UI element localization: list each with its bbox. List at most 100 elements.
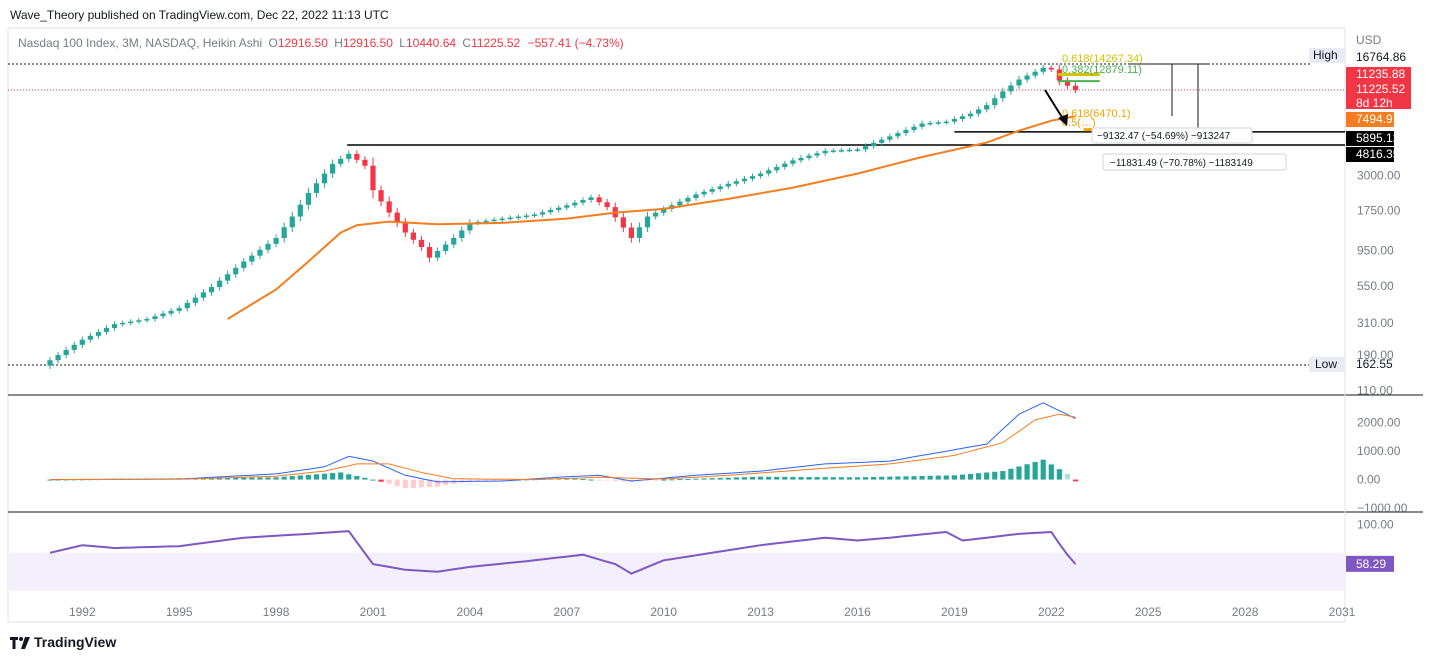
macd-histogram-bar [1072,479,1079,482]
time-tick-label: 2025 [1135,605,1162,619]
rsi-line [49,530,1077,575]
macd-histogram-bar [862,477,869,480]
macd-histogram-bar [798,476,804,480]
fib-label: 0.382(12879.11) [1062,64,1142,76]
candle-body [806,155,812,158]
price-tick-label: 550.00 [1357,279,1394,293]
moving-average-line [227,115,1076,320]
macd-histogram-bar [830,477,836,480]
price-badge [1346,96,1411,109]
candle-body [330,163,336,174]
price-tick-label: 110.00 [1357,383,1393,397]
macd-histogram-bar [346,474,352,480]
macd-histogram-bar [976,473,982,480]
macd-histogram-bar [1056,469,1062,480]
candle-body [95,331,102,336]
candle-body [297,204,303,217]
macd-histogram-bar [758,476,764,480]
candle-body [321,173,328,184]
candle-body [580,200,586,203]
candle-body [354,153,360,160]
candle-body [71,344,77,350]
macd-histogram-bar [725,477,731,480]
candle-body [249,255,255,262]
change-value: −557.41 (−4.73%) [527,36,624,50]
candle-body [1064,80,1071,86]
macd-histogram-bar [685,478,691,480]
macd-histogram-bar [871,476,877,480]
candle-body [241,261,247,268]
candle-body [814,153,820,156]
candle-body [685,198,691,202]
candle-body [951,118,957,122]
candle-body [976,109,982,114]
macd-histogram-bar [418,479,425,488]
macd-histogram-bar [1048,464,1054,480]
candle-body [208,287,215,293]
macd-histogram-bar [717,477,723,480]
macd-histogram-bar [386,479,392,484]
macd-histogram-bar [959,474,966,480]
tradingview-mark-icon [10,636,30,649]
macd-histogram-bar [257,477,263,480]
price-badge-label: 11225.52 [1356,82,1405,96]
macd-histogram-bar [1008,468,1014,480]
close-value: 11225.52 [471,36,521,50]
low-marker-box [1309,357,1345,372]
macd-histogram-bar [249,477,255,480]
macd-histogram-bar [733,477,739,480]
price-tick-label: 190.00 [1357,348,1394,362]
macd-histogram-bar [491,479,497,481]
price-badge [1346,131,1394,146]
candle-body [136,320,142,322]
candle-body [620,217,626,228]
fib-label: 0.5(…) [1062,117,1096,129]
macd-histogram-bar [370,479,376,481]
macd-histogram-bar [846,477,853,480]
macd-histogram-bar [483,479,489,481]
macd-histogram-bar [806,477,812,480]
macd-histogram-bar [580,479,586,481]
macd-histogram-bar [693,478,699,480]
candle-body [927,122,933,125]
candle-body [604,202,610,208]
candle-body [483,220,489,223]
macd-histogram-bar [661,479,667,481]
candle-body [435,251,441,258]
price-badge-label: 8d 12h [1356,96,1393,110]
price-tick-label: 950.00 [1357,243,1394,257]
signal-line [50,413,1076,481]
candle-body [798,157,804,161]
candle-body [564,205,570,208]
candle-body [120,322,126,325]
rsi-tick-label: 100.00 [1357,517,1394,531]
macd-histogram-bar [709,478,715,480]
price-badge-label: 7494.97 [1356,112,1400,126]
tradingview-logo[interactable]: TradingView [10,634,116,650]
candle-body [338,158,344,164]
candle-body [717,186,723,190]
macd-histogram-bar [903,476,909,480]
macd-tick-label: 1000.00 [1357,444,1401,458]
candle-body [846,149,853,152]
price-badge [1346,82,1411,97]
macd-histogram-bar [572,478,578,480]
macd-line [49,402,1076,483]
open-value: 12916.50 [277,36,328,50]
price-badge [1346,67,1411,82]
candle-body [370,165,376,191]
candle-body [176,308,182,311]
candle-body [273,237,279,244]
candle-body [854,149,861,151]
candle-body [443,244,449,252]
macd-histogram-bar [1040,459,1046,480]
macd-histogram-bar [330,473,336,480]
macd-histogram-bar [644,479,651,481]
macd-histogram-bar [1064,473,1071,480]
time-tick-label: 1998 [263,605,290,619]
price-tick-label: 1750.00 [1357,204,1401,218]
candle-body [741,178,748,182]
macd-histogram-bar [1032,461,1038,480]
macd-histogram-bar [499,479,505,481]
